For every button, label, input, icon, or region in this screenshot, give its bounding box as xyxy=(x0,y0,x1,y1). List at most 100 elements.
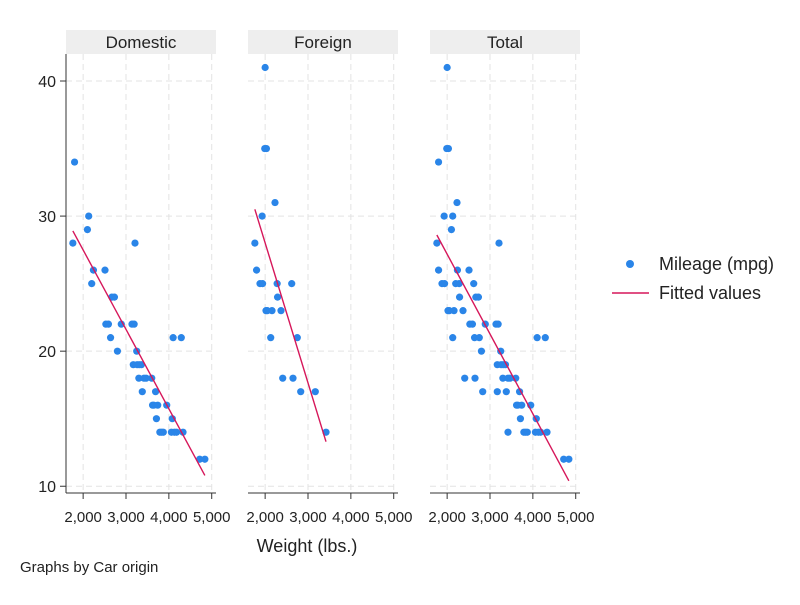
data-point xyxy=(533,334,541,342)
legend-marker-mileage xyxy=(626,260,634,268)
data-point xyxy=(117,320,125,328)
x-tick-label: 3,000 xyxy=(107,509,145,526)
data-point xyxy=(273,293,282,301)
data-point xyxy=(159,428,167,436)
data-point xyxy=(471,374,479,382)
x-axis-title: Weight (lbs.) xyxy=(257,536,358,556)
data-point xyxy=(289,374,297,382)
data-point xyxy=(83,226,92,234)
data-point xyxy=(468,320,477,328)
panel-title: Total xyxy=(487,33,523,52)
data-point xyxy=(172,428,181,436)
data-point xyxy=(293,334,301,342)
y-tick-label: 10 xyxy=(38,479,56,496)
data-point xyxy=(443,63,451,72)
data-point xyxy=(152,415,161,423)
data-point xyxy=(130,320,138,328)
x-tick-label: 3,000 xyxy=(289,509,327,526)
data-point xyxy=(502,388,510,396)
data-point xyxy=(154,401,162,409)
x-tick-label: 4,000 xyxy=(150,509,188,526)
fitted-line xyxy=(254,209,327,442)
data-point xyxy=(168,415,176,423)
data-point xyxy=(459,307,467,315)
data-point xyxy=(169,334,177,342)
data-point xyxy=(455,293,464,301)
data-point xyxy=(252,266,261,274)
data-point xyxy=(70,158,79,166)
x-tick-label: 2,000 xyxy=(428,509,466,526)
data-point xyxy=(311,388,319,396)
data-point xyxy=(271,198,279,207)
data-point xyxy=(504,428,512,436)
y-tick-label: 30 xyxy=(38,209,56,226)
data-point xyxy=(506,374,514,382)
data-point xyxy=(142,374,150,382)
data-point xyxy=(493,388,501,396)
data-point xyxy=(258,280,267,288)
data-point xyxy=(261,63,269,72)
x-tick-label: 5,000 xyxy=(375,509,413,526)
data-point xyxy=(470,280,478,288)
data-point xyxy=(251,239,259,247)
x-tick-label: 4,000 xyxy=(332,509,370,526)
data-point xyxy=(523,428,531,436)
chart-note: Graphs by Car origin xyxy=(20,559,158,576)
data-point xyxy=(475,334,483,342)
data-point xyxy=(449,334,457,342)
data-point xyxy=(499,374,507,382)
panel-title: Foreign xyxy=(294,33,352,52)
legend-label-mileage: Mileage (mpg) xyxy=(659,254,774,274)
data-point xyxy=(196,455,204,463)
fitted-line xyxy=(436,234,570,482)
data-point xyxy=(85,212,93,220)
x-tick-label: 2,000 xyxy=(64,509,102,526)
data-point xyxy=(440,212,448,220)
data-point xyxy=(177,334,185,342)
data-point xyxy=(262,144,271,153)
data-point xyxy=(277,307,285,315)
panel-title-strip xyxy=(430,30,580,54)
data-point xyxy=(495,239,503,247)
x-tick-label: 3,000 xyxy=(471,509,509,526)
data-point xyxy=(453,198,461,207)
data-point xyxy=(137,361,146,369)
data-point xyxy=(110,293,119,301)
data-point xyxy=(106,334,115,342)
data-point xyxy=(135,374,143,382)
fitted-line xyxy=(72,230,206,476)
data-point xyxy=(453,266,462,274)
data-point xyxy=(434,266,443,274)
panel-title-strip xyxy=(248,30,398,54)
data-point xyxy=(279,374,287,382)
y-tick-label: 20 xyxy=(38,344,56,361)
data-point xyxy=(455,280,463,288)
data-point xyxy=(518,401,526,409)
data-point xyxy=(258,212,266,220)
data-point xyxy=(297,388,305,396)
data-point xyxy=(268,307,276,315)
panel-title-strip xyxy=(66,30,216,54)
data-point xyxy=(434,158,443,166)
data-point xyxy=(69,239,77,247)
data-point xyxy=(516,415,525,423)
data-point xyxy=(101,266,109,274)
data-point xyxy=(477,347,486,355)
data-point xyxy=(288,280,296,288)
x-tick-label: 5,000 xyxy=(557,509,595,526)
x-tick-label: 5,000 xyxy=(193,509,231,526)
data-point xyxy=(479,388,487,396)
data-point xyxy=(565,455,573,463)
data-point xyxy=(138,388,146,396)
data-point xyxy=(440,280,449,288)
x-tick-label: 4,000 xyxy=(514,509,552,526)
data-point xyxy=(433,239,441,247)
data-point xyxy=(113,347,122,355)
y-tick-label: 40 xyxy=(38,74,56,91)
data-point xyxy=(465,266,473,274)
data-point xyxy=(494,320,502,328)
data-point xyxy=(474,293,483,301)
data-point xyxy=(104,320,113,328)
